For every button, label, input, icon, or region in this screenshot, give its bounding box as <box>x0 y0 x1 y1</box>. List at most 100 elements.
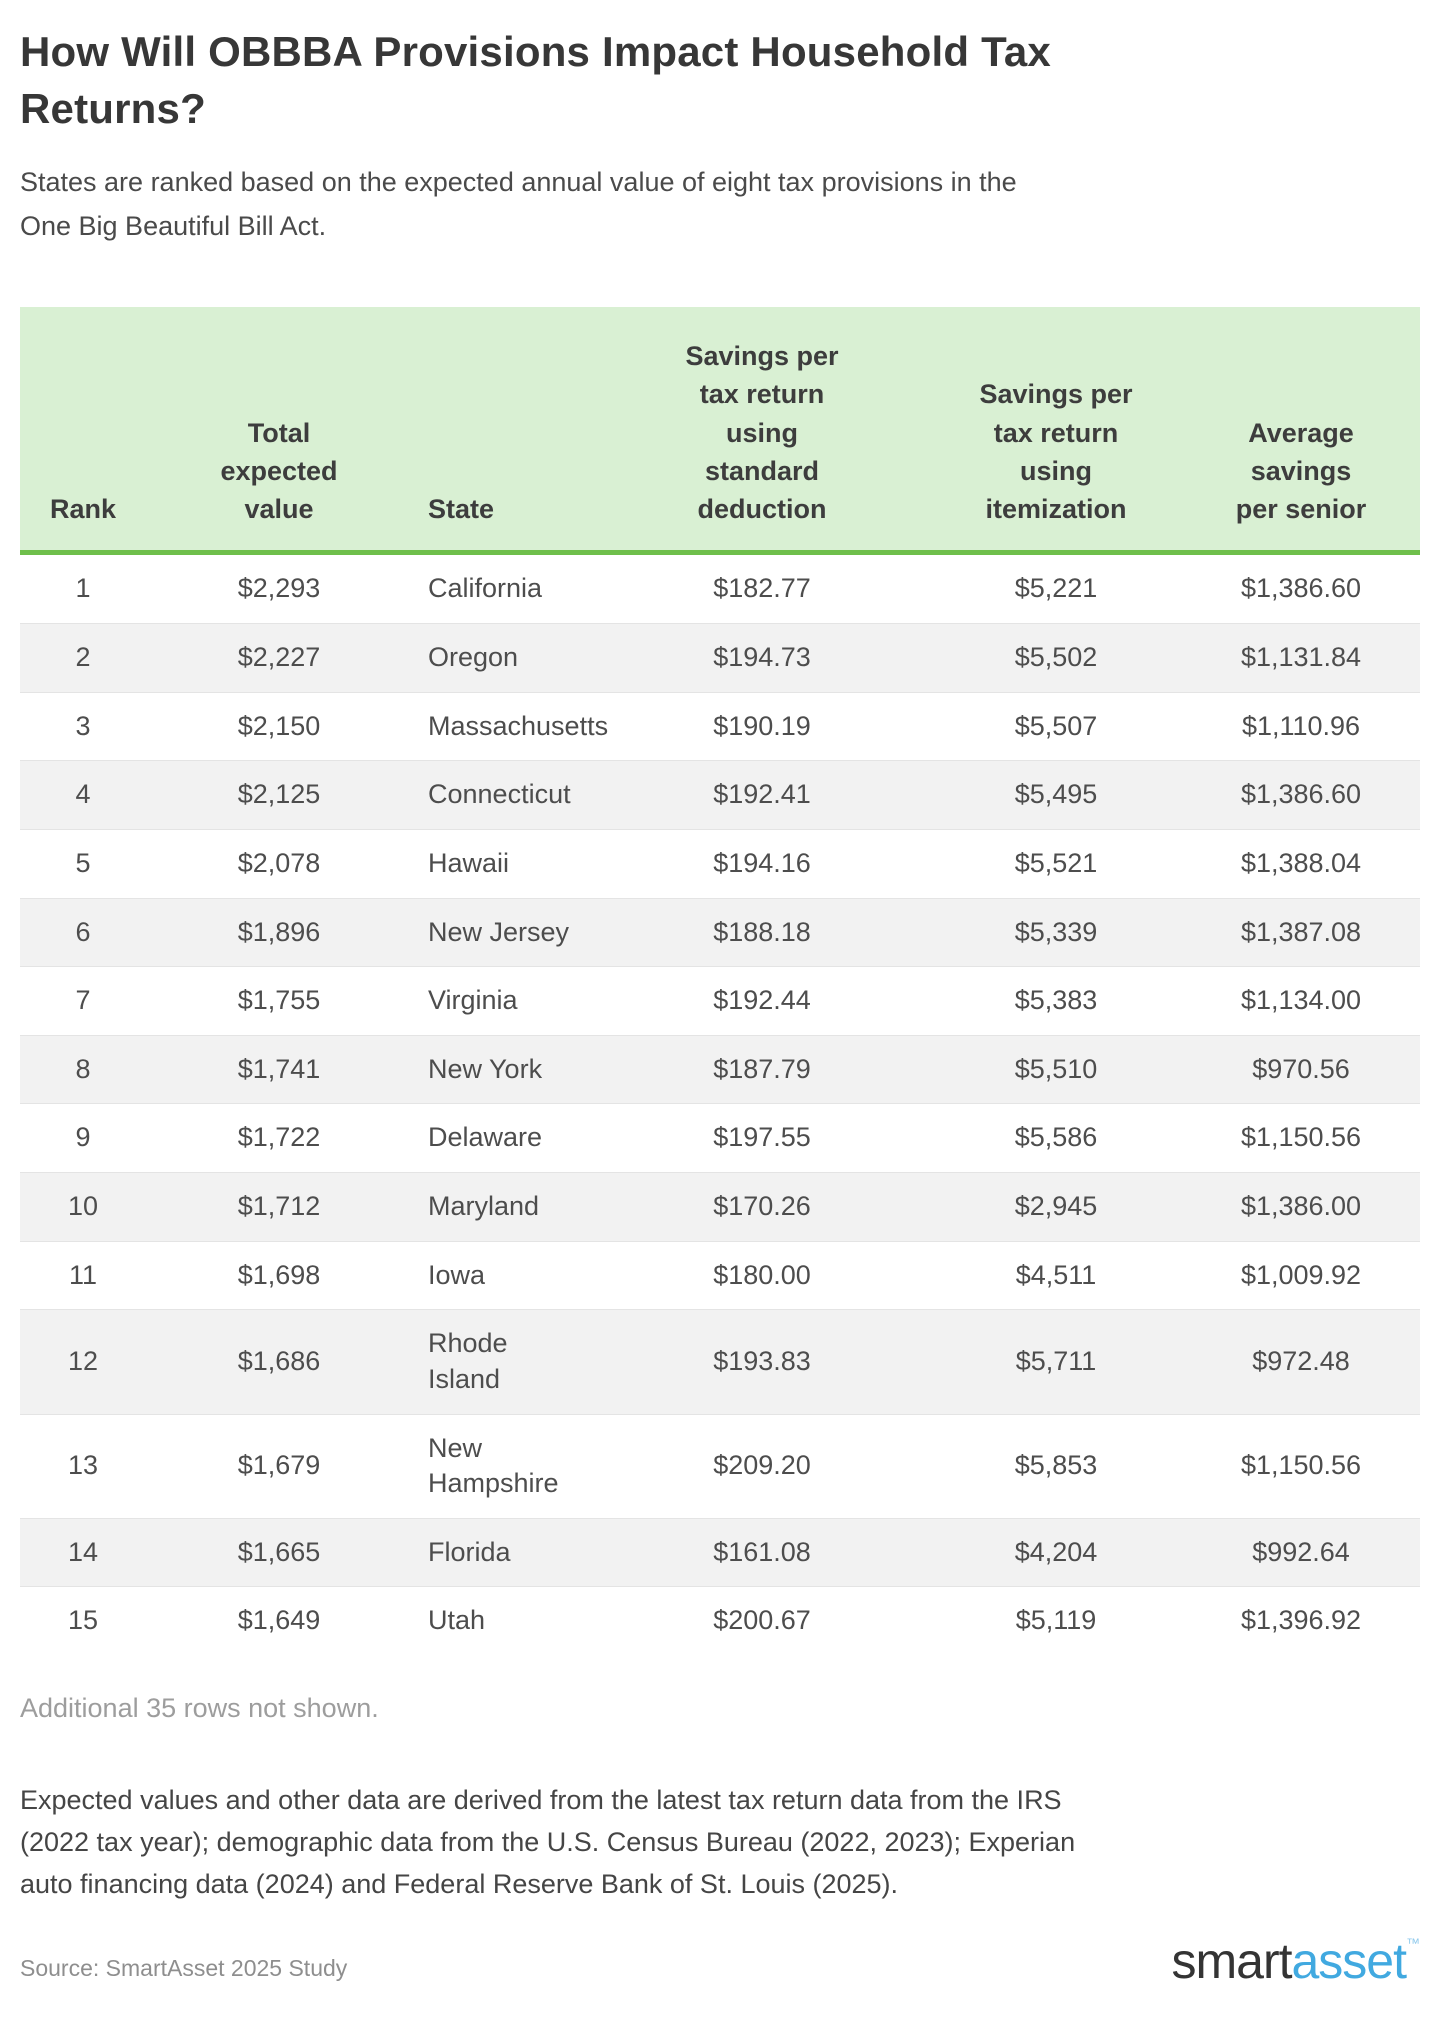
table-body: 1 $2,293 California $182.77 $5,221 $1,38… <box>20 553 1420 1655</box>
cell-savings-itemization: $5,507 <box>1014 710 1098 741</box>
cell-rank: 4 <box>75 779 91 810</box>
cell-rank: 3 <box>75 710 91 741</box>
table-row: 10 $1,712 Maryland $170.26 $2,945 $1,386… <box>20 1172 1420 1242</box>
cell-rank: 14 <box>67 1536 99 1567</box>
smartasset-logo: smartasset™ <box>1171 1936 1420 1986</box>
table-row: 5 $2,078 Hawaii $194.16 $5,521 $1,388.04 <box>20 829 1420 898</box>
cell-rank: 2 <box>75 642 91 673</box>
cell-total-expected-value: $2,078 <box>237 847 321 878</box>
cell-rank: 9 <box>75 1122 91 1153</box>
source-credit: Source: SmartAsset 2025 Study <box>20 1954 348 1981</box>
cell-savings-standard-deduction: $188.18 <box>713 916 811 947</box>
cell-savings-itemization: $5,502 <box>1014 642 1098 673</box>
cell-total-expected-value: $2,150 <box>237 710 321 741</box>
page-title: How Will OBBBA Provisions Impact Househo… <box>20 28 1051 132</box>
cell-average-savings-per-senior: $972.48 <box>1252 1346 1350 1377</box>
cell-savings-standard-deduction: $170.26 <box>713 1191 811 1222</box>
cell-total-expected-value: $1,679 <box>237 1450 321 1481</box>
methodology-footnote: Expected values and other data are deriv… <box>20 1785 1076 1899</box>
cell-average-savings-per-senior: $1,110.96 <box>1241 710 1361 741</box>
cell-rank: 12 <box>67 1346 99 1377</box>
cell-total-expected-value: $2,125 <box>237 779 321 810</box>
cell-state: California <box>428 573 543 604</box>
logo-trademark-symbol: ™ <box>1406 1934 1420 1951</box>
cell-total-expected-value: $1,686 <box>237 1346 321 1377</box>
cell-state: Connecticut <box>428 779 571 810</box>
cell-total-expected-value: $1,896 <box>237 916 321 947</box>
table-row: 2 $2,227 Oregon $194.73 $5,502 $1,131.84 <box>20 623 1420 693</box>
cell-savings-itemization: $5,339 <box>1014 916 1098 947</box>
cell-savings-standard-deduction: $200.67 <box>713 1605 811 1636</box>
cell-state: Massachusetts <box>428 710 609 741</box>
cell-total-expected-value: $2,293 <box>237 573 321 604</box>
cell-rank: 13 <box>67 1450 99 1481</box>
cell-state: New Jersey <box>428 916 570 947</box>
cell-average-savings-per-senior: $1,388.04 <box>1240 847 1362 878</box>
cell-average-savings-per-senior: $1,386.60 <box>1240 573 1362 604</box>
cell-total-expected-value: $1,722 <box>237 1122 321 1153</box>
cell-state: New York <box>428 1053 543 1084</box>
cell-state: Maryland <box>428 1191 540 1222</box>
cell-savings-itemization: $4,511 <box>1015 1259 1097 1290</box>
col-header-rank: Rank <box>20 306 146 556</box>
cell-savings-standard-deduction: $182.77 <box>713 573 811 604</box>
table-header: Rank Total expected value State Savings … <box>20 306 1420 556</box>
table-row: 7 $1,755 Virginia $192.44 $5,383 $1,134.… <box>20 966 1420 1036</box>
cell-state: Oregon <box>428 642 519 673</box>
cell-state: New Hampshire <box>428 1432 559 1499</box>
cell-rank: 7 <box>75 985 91 1016</box>
logo-text-asset: asset <box>1291 1932 1407 1989</box>
page-subtitle: States are ranked based on the expected … <box>20 167 1017 242</box>
col-header-state: State <box>412 306 594 556</box>
cell-savings-itemization: $5,495 <box>1014 779 1098 810</box>
cell-total-expected-value: $1,755 <box>237 985 321 1016</box>
table-row: 3 $2,150 Massachusetts $190.19 $5,507 $1… <box>20 692 1420 761</box>
cell-state: Delaware <box>428 1122 543 1153</box>
cell-total-expected-value: $2,227 <box>237 642 321 673</box>
rows-not-shown-note: Additional 35 rows not shown. <box>20 1693 379 1724</box>
cell-savings-itemization: $5,383 <box>1014 985 1098 1016</box>
col-header-total-expected-value: Total expected value <box>146 306 412 556</box>
cell-rank: 1 <box>75 573 91 604</box>
table-row: 11 $1,698 Iowa $180.00 $4,511 $1,009.92 <box>20 1241 1420 1310</box>
table-header-row: Rank Total expected value State Savings … <box>20 306 1420 556</box>
cell-total-expected-value: $1,698 <box>237 1259 321 1290</box>
cell-savings-standard-deduction: $193.83 <box>713 1346 811 1377</box>
table-row: 9 $1,722 Delaware $197.55 $5,586 $1,150.… <box>20 1103 1420 1173</box>
cell-savings-itemization: $5,586 <box>1014 1122 1098 1153</box>
cell-average-savings-per-senior: $1,396.92 <box>1240 1605 1362 1636</box>
cell-savings-itemization: $5,853 <box>1014 1450 1098 1481</box>
cell-state: Utah <box>428 1605 486 1636</box>
cell-state: Hawaii <box>428 847 510 878</box>
cell-average-savings-per-senior: $1,131.84 <box>1240 642 1362 673</box>
cell-average-savings-per-senior: $1,386.60 <box>1240 779 1362 810</box>
cell-savings-standard-deduction: $194.73 <box>713 642 811 673</box>
cell-total-expected-value: $1,712 <box>237 1191 321 1222</box>
cell-rank: 11 <box>68 1259 98 1290</box>
cell-savings-standard-deduction: $209.20 <box>713 1450 811 1481</box>
cell-savings-standard-deduction: $161.08 <box>713 1536 811 1567</box>
cell-savings-standard-deduction: $187.79 <box>713 1053 811 1084</box>
cell-rank: 8 <box>75 1053 91 1084</box>
cell-total-expected-value: $1,665 <box>237 1536 321 1567</box>
cell-savings-standard-deduction: $192.44 <box>713 985 811 1016</box>
cell-savings-itemization: $5,119 <box>1015 1605 1097 1636</box>
cell-rank: 6 <box>75 916 91 947</box>
table-row: 15 $1,649 Utah $200.67 $5,119 $1,396.92 <box>20 1586 1420 1655</box>
table-row: 1 $2,293 California $182.77 $5,221 $1,38… <box>20 553 1420 624</box>
cell-total-expected-value: $1,649 <box>237 1605 321 1636</box>
col-header-savings-standard-deduction: Savings per tax return using standard de… <box>594 306 930 556</box>
cell-savings-standard-deduction: $192.41 <box>713 779 811 810</box>
cell-savings-itemization: $4,204 <box>1014 1536 1098 1567</box>
cell-savings-itemization: $5,510 <box>1014 1053 1098 1084</box>
logo-text-smart: smart <box>1171 1932 1292 1989</box>
cell-savings-standard-deduction: $194.16 <box>713 847 811 878</box>
table-row: 6 $1,896 New Jersey $188.18 $5,339 $1,38… <box>20 898 1420 967</box>
cell-average-savings-per-senior: $1,009.92 <box>1240 1259 1362 1290</box>
cell-rank: 5 <box>75 847 91 878</box>
table-row: 13 $1,679 New Hampshire $209.20 $5,853 $… <box>20 1414 1420 1518</box>
cell-average-savings-per-senior: $1,134.00 <box>1240 985 1362 1016</box>
col-header-average-savings-per-senior: Average savings per senior <box>1182 306 1420 556</box>
cell-savings-itemization: $5,711 <box>1015 1346 1097 1377</box>
